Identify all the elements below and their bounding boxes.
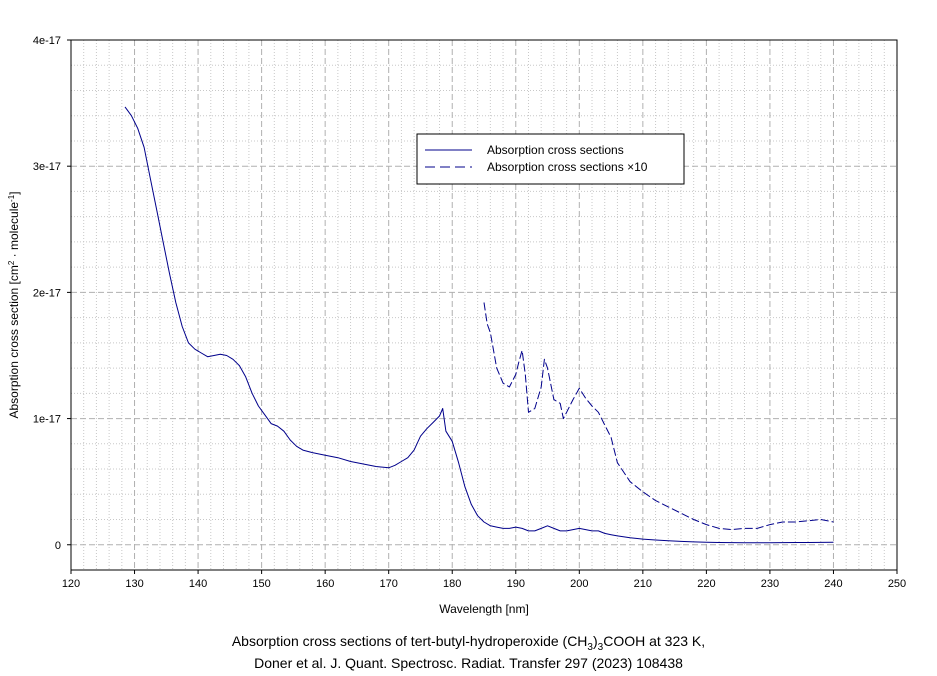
x-tick-label: 120 bbox=[62, 578, 80, 590]
y-tick-label: 1e-17 bbox=[33, 414, 61, 426]
x-axis-label: Wavelength [nm] bbox=[439, 602, 529, 616]
y-tick-label: 0 bbox=[55, 540, 61, 552]
x-tick-label: 210 bbox=[634, 578, 652, 590]
x-tick-label: 220 bbox=[697, 578, 715, 590]
caption-line-1: Absorption cross sections of tert-butyl-… bbox=[231, 633, 706, 653]
x-tick-label: 150 bbox=[252, 578, 270, 590]
legend-label-solid: Absorption cross sections bbox=[487, 143, 624, 157]
y-axis-label: Absorption cross section [cm2 · molecule… bbox=[7, 191, 22, 418]
x-tick-label: 140 bbox=[189, 578, 207, 590]
chart: 120 130 140 150 160 170 180 190 200 210 220 230 240 2… bbox=[7, 35, 907, 616]
y-tick-label: 3e-17 bbox=[33, 161, 61, 173]
x-tick-label: 200 bbox=[570, 578, 588, 590]
x-tick-label: 190 bbox=[507, 578, 525, 590]
legend-label-dashed: Absorption cross sections ×10 bbox=[487, 160, 648, 174]
series-line-x10 bbox=[483, 302, 834, 531]
axis-ticks: 120 130 140 150 160 170 180 190 200 210 220 230 240 2… bbox=[33, 35, 906, 590]
y-tick-label: 4e-17 bbox=[33, 35, 61, 47]
x-tick-label: 180 bbox=[443, 578, 461, 590]
x-tick-label: 230 bbox=[761, 578, 779, 590]
legend: Absorption cross sections Absorption cro… bbox=[416, 133, 685, 185]
plot-frame bbox=[70, 39, 898, 571]
x-tick-label: 170 bbox=[380, 578, 398, 590]
y-tick-label: 2e-17 bbox=[33, 287, 61, 299]
x-tick-label: 250 bbox=[888, 578, 906, 590]
legend-box bbox=[416, 133, 685, 185]
x-tick-label: 240 bbox=[824, 578, 842, 590]
series-line-main bbox=[124, 106, 834, 544]
caption-line-2: Doner et al. J. Quant. Spectrosc. Radiat… bbox=[254, 655, 683, 671]
series-group bbox=[124, 106, 834, 544]
x-tick-label: 130 bbox=[125, 578, 143, 590]
x-tick-label: 160 bbox=[316, 578, 334, 590]
